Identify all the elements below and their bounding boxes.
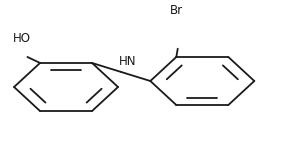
Text: Br: Br	[170, 4, 183, 17]
Text: HO: HO	[13, 33, 31, 45]
Text: HN: HN	[119, 55, 137, 68]
